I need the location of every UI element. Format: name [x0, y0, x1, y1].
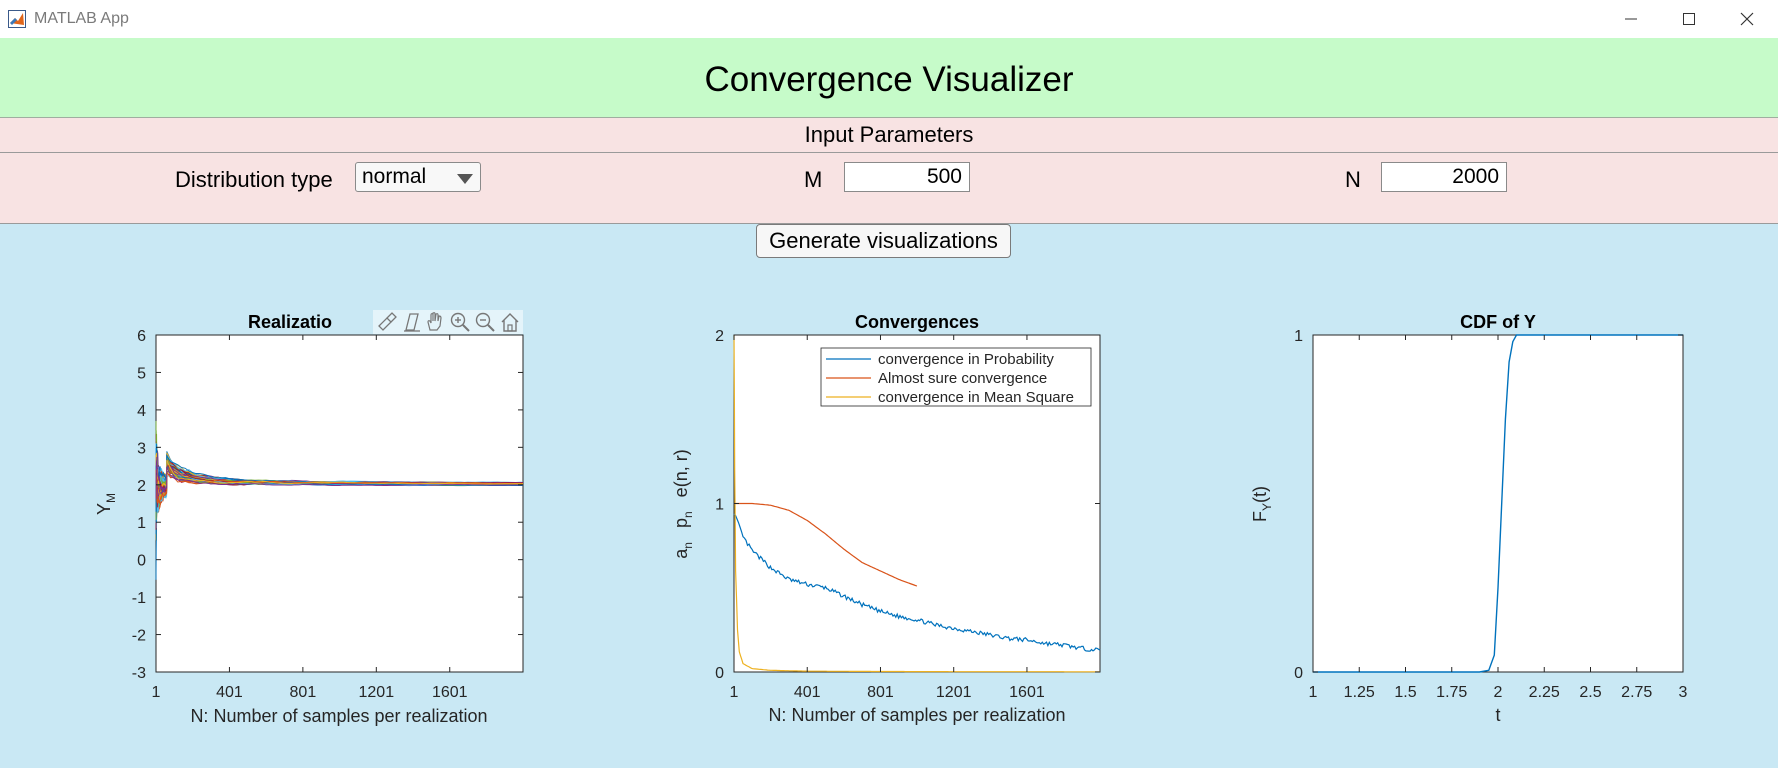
- svg-text:YM: YM: [94, 493, 118, 515]
- data-tips-icon[interactable]: [404, 313, 420, 332]
- y-tick-label: 3: [137, 440, 146, 457]
- y-tick-label: 5: [137, 365, 146, 382]
- y-tick-label: 2: [715, 328, 724, 345]
- x-tick-label: 1601: [432, 684, 468, 701]
- m-input[interactable]: 500: [844, 162, 970, 192]
- x-tick-label: 801: [290, 684, 317, 701]
- series-line-0: [733, 513, 1101, 652]
- realizations-ylabel: YM: [94, 493, 118, 515]
- brush-icon[interactable]: [378, 312, 397, 331]
- distribution-type-dropdown[interactable]: normal: [355, 162, 481, 192]
- series-line-2: [733, 334, 1100, 673]
- x-tick-label: 1601: [1009, 684, 1045, 701]
- m-label: M: [804, 167, 823, 192]
- realizations-xlabel: N: Number of samples per realization: [190, 706, 487, 726]
- window-titlebar: MATLAB App: [0, 0, 1781, 38]
- axes-toolbar: [373, 310, 523, 334]
- minimize-icon: [1625, 18, 1637, 20]
- close-icon: [1740, 12, 1754, 26]
- convergence-lines: [733, 334, 1101, 673]
- x-tick-label: 2.25: [1529, 684, 1560, 701]
- cdf-axes[interactable]: 01 1 1.25 1.5 1.75 2 2.25 2.5 2.75 3 CDF of Y t …: [1237, 224, 1697, 744]
- cdf-title: CDF of Y: [1460, 312, 1536, 332]
- maximize-button[interactable]: [1666, 4, 1712, 34]
- pan-icon[interactable]: [427, 312, 442, 331]
- cdf-xlabel: t: [1495, 705, 1500, 725]
- realizations-title: Realizatio: [248, 312, 332, 332]
- realization-lines: [155, 420, 524, 580]
- realizations-plot[interactable]: -3 -2 -1 0 1 2 3 4 5 6 1 401 801 1201 1601 Realizatio: [80, 224, 540, 744]
- window-bottom-edge: [0, 768, 1781, 776]
- maximize-icon: [1683, 13, 1695, 25]
- zoom-out-icon[interactable]: [475, 312, 495, 332]
- distribution-type-label: Distribution type: [175, 167, 333, 192]
- x-tick-label: 401: [794, 684, 821, 701]
- y-tick-label: -2: [132, 628, 146, 645]
- x-tick-label: 801: [867, 684, 894, 701]
- y-tick-label: 1: [715, 497, 724, 514]
- legend-label-probability: convergence in Probability: [878, 351, 1054, 368]
- x-tick-label: 1201: [359, 684, 395, 701]
- minimize-button[interactable]: [1608, 4, 1654, 34]
- svg-text:FY(t): FY(t): [1250, 486, 1274, 522]
- svg-text:anpne(n, r): anpne(n, r): [671, 449, 695, 558]
- realizations-axes[interactable]: -3 -2 -1 0 1 2 3 4 5 6 1 401 801 1201 1601 Realizatio: [80, 224, 540, 744]
- x-tick-label: 1.5: [1394, 684, 1416, 701]
- matlab-logo-icon: [8, 10, 26, 28]
- x-tick-label: 1201: [936, 684, 972, 701]
- y-tick-label: 0: [1294, 665, 1303, 682]
- generate-visualizations-button[interactable]: Generate visualizations: [756, 224, 1011, 258]
- y-tick-label: -3: [132, 665, 146, 682]
- x-tick-label: 3: [1679, 684, 1688, 701]
- window-title: MATLAB App: [34, 10, 129, 27]
- y-tick-label: 1: [137, 515, 146, 532]
- n-input[interactable]: 2000: [1381, 162, 1507, 192]
- input-parameters-title: Input Parameters: [0, 118, 1778, 153]
- y-tick-label: 0: [137, 553, 146, 570]
- input-parameters-panel: Input Parameters Distribution type norma…: [0, 118, 1778, 224]
- zoom-in-icon[interactable]: [450, 312, 470, 332]
- distribution-type-value: normal: [362, 165, 427, 188]
- convergences-legend[interactable]: convergence in Probability Almost sure c…: [820, 347, 1092, 407]
- n-label: N: [1345, 167, 1361, 192]
- y-tick-label: 4: [137, 403, 146, 420]
- realization-line: [155, 452, 523, 493]
- app-title: Convergence Visualizer: [704, 60, 1074, 99]
- cdf-line: [1313, 334, 1683, 673]
- x-tick-label: 1: [152, 684, 161, 701]
- x-tick-label: 2.5: [1579, 684, 1601, 701]
- y-tick-label: 6: [137, 328, 146, 345]
- series-line-1: [734, 502, 918, 587]
- x-tick-label: 1: [730, 684, 739, 701]
- convergences-xlabel: N: Number of samples per realization: [768, 705, 1065, 725]
- legend-label-mean-square: convergence in Mean Square: [878, 389, 1074, 406]
- convergences-axes[interactable]: 012 1 401 801 1201 1601 Convergences converg…: [658, 224, 1118, 744]
- y-tick-label: 0: [715, 665, 724, 682]
- x-tick-label: 1: [1309, 684, 1318, 701]
- app-header: Convergence Visualizer: [0, 38, 1778, 118]
- x-tick-label: 1.75: [1436, 684, 1467, 701]
- convergences-title: Convergences: [855, 312, 979, 332]
- x-tick-label: 1.25: [1344, 684, 1375, 701]
- x-tick-label: 401: [216, 684, 243, 701]
- cdf-series-line: [1313, 334, 1683, 673]
- close-button[interactable]: [1724, 4, 1770, 34]
- x-tick-label: 2.75: [1621, 684, 1652, 701]
- legend-label-almost-sure: Almost sure convergence: [878, 370, 1047, 387]
- x-tick-label: 2: [1494, 684, 1503, 701]
- home-icon[interactable]: [501, 313, 519, 332]
- cdf-ylabel: FY(t): [1250, 486, 1274, 522]
- y-tick-label: 2: [137, 478, 146, 495]
- convergences-ylabel: anpne(n, r): [671, 449, 695, 558]
- dropdown-arrow-icon: [457, 174, 473, 184]
- y-tick-label: -1: [132, 590, 146, 607]
- realization-line: [155, 456, 524, 499]
- y-tick-label: 1: [1294, 328, 1303, 345]
